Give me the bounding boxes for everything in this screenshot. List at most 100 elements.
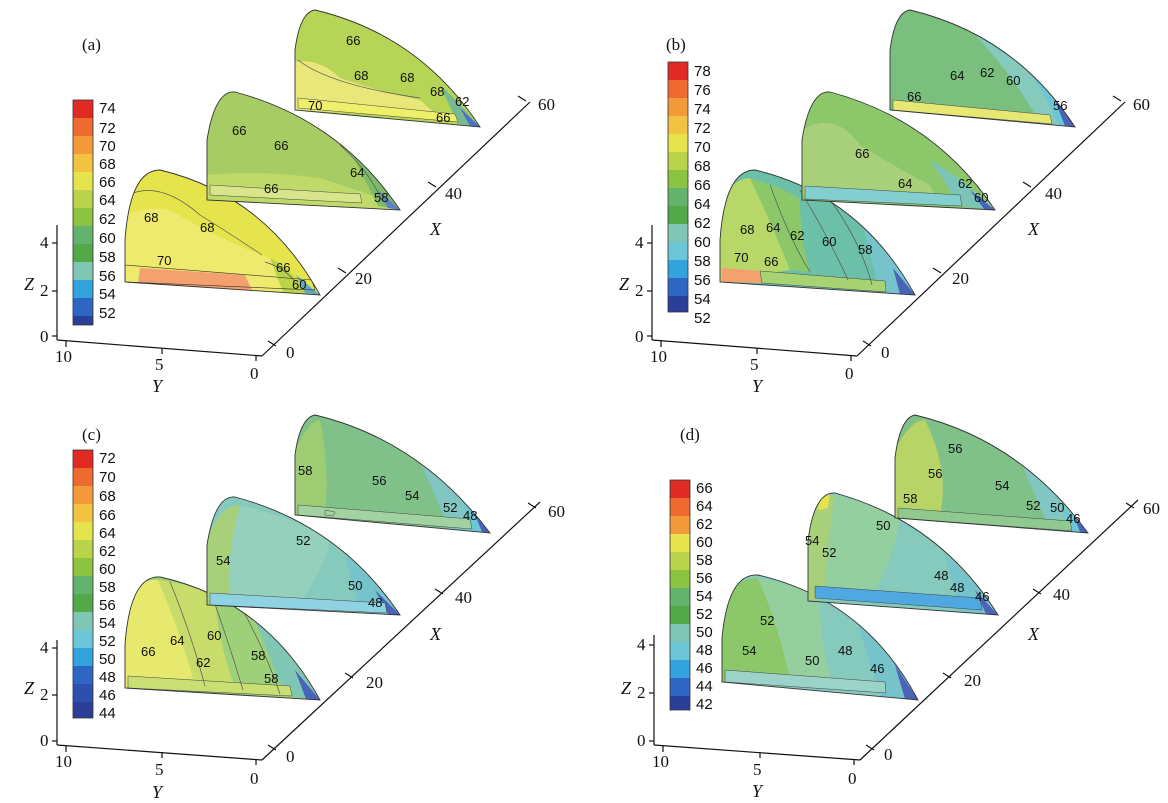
colorbar-a-band xyxy=(73,190,93,208)
colorbar-b-band xyxy=(668,206,688,224)
slice-a-2: 66 68 68 68 70 62 66 xyxy=(294,9,481,128)
y-tick-d: 10 xyxy=(652,752,669,771)
colorbar-a-band xyxy=(73,262,93,280)
colorbar-d-tick: 48 xyxy=(696,642,713,659)
contour-label: 64 xyxy=(898,176,912,191)
colorbar-c-band xyxy=(73,576,93,594)
colorbar-c-tick: 48 xyxy=(99,669,116,686)
contour-label: 62 xyxy=(196,655,210,670)
axes-b xyxy=(647,95,1126,361)
colorbar-d-band xyxy=(670,678,690,696)
colorbar-a-band xyxy=(73,280,93,298)
colorbar-d-tick: 58 xyxy=(696,552,713,569)
y-axis-title-c: Y xyxy=(152,782,164,802)
contour-label: 66 xyxy=(276,260,290,275)
colorbar-b-tick: 62 xyxy=(694,215,711,232)
colorbar-b-band xyxy=(668,116,688,134)
contour-label: 64 xyxy=(170,633,184,648)
colorbar-a-tick: 72 xyxy=(99,120,116,137)
x-tick-a: 20 xyxy=(355,269,372,288)
contour-label: 56 xyxy=(948,441,962,456)
contour-label: 56 xyxy=(928,466,942,481)
contour-label: 66 xyxy=(855,146,869,161)
contour-label: 68 xyxy=(740,222,754,237)
x-axis-title-d: X xyxy=(1027,624,1040,644)
x-tick-c: 40 xyxy=(455,588,472,607)
contour-label: 52 xyxy=(822,545,836,560)
colorbar-b-tick: 72 xyxy=(694,120,711,137)
colorbar-d-tick: 66 xyxy=(696,480,713,497)
colorbar-c-band xyxy=(73,558,93,576)
colorbar-a: 74 72 70 68 66 64 62 60 58 56 54 52 xyxy=(72,99,116,326)
x-tick-c: 60 xyxy=(548,502,565,521)
colorbar-c-tick: 66 xyxy=(99,507,116,524)
colorbar-b-tick: 56 xyxy=(694,272,711,289)
y-tick-c: 0 xyxy=(250,769,259,788)
panel-d: (d) 66 64 62 60 58 56 54 52 50 48 xyxy=(621,414,1160,801)
contour-label: 68 xyxy=(200,220,214,235)
colorbar-c-band xyxy=(73,612,93,630)
colorbar-d-band xyxy=(670,642,690,660)
contour-label: 70 xyxy=(308,98,322,113)
colorbar-b-tick: 66 xyxy=(694,177,711,194)
colorbar-d-tick: 52 xyxy=(696,606,713,623)
contour-label: 60 xyxy=(1006,73,1020,88)
colorbar-b: 78 76 74 72 70 68 66 64 62 60 58 56 54 5… xyxy=(667,61,711,327)
panel-label-a: (a) xyxy=(82,35,101,54)
slice-c-1: 54 52 50 48 xyxy=(206,496,401,616)
colorbar-a-tick: 56 xyxy=(99,268,116,285)
contour-label: 48 xyxy=(934,568,948,583)
colorbar-a-tick: 68 xyxy=(99,156,116,173)
colorbar-a-tick: 70 xyxy=(99,138,116,155)
contour-label: 64 xyxy=(350,165,364,180)
contour-label: 54 xyxy=(405,488,419,503)
y-tick-b: 5 xyxy=(750,355,759,374)
colorbar-c-band xyxy=(73,450,93,468)
slice-c-0: 66 64 60 62 58 58 xyxy=(124,576,321,701)
contour-label: 58 xyxy=(858,242,872,257)
x-tick-a: 40 xyxy=(445,184,462,203)
contour-label: 66 xyxy=(907,89,921,104)
colorbar-a-band xyxy=(73,136,93,154)
y-tick-a: 10 xyxy=(55,347,72,366)
colorbar-a-band xyxy=(73,154,93,172)
colorbar-c-band xyxy=(73,594,93,612)
contour-label: 54 xyxy=(216,553,230,568)
contour-label: 52 xyxy=(296,533,310,548)
colorbar-d-band xyxy=(670,498,690,516)
x-tick-b: 60 xyxy=(1133,95,1150,114)
slice-b-1: 66 64 62 60 xyxy=(801,91,996,211)
colorbar-b-tick: 58 xyxy=(694,253,711,270)
colorbar-a-tick: 52 xyxy=(99,305,116,322)
colorbar-c-tick: 56 xyxy=(99,597,116,614)
contour-label: 50 xyxy=(805,653,819,668)
colorbar-d-tick: 54 xyxy=(696,588,713,605)
panel-label-d: (d) xyxy=(680,425,700,444)
contour-label: 56 xyxy=(1053,98,1067,113)
z-tick-c: 2 xyxy=(40,685,49,704)
x-tick-b: 0 xyxy=(881,343,890,362)
colorbar-b-band xyxy=(668,260,688,278)
z-tick-d: 2 xyxy=(637,683,646,702)
contour-label: 56 xyxy=(372,473,386,488)
z-axis-title-c: Z xyxy=(24,678,35,698)
y-tick-b: 10 xyxy=(650,347,667,366)
colorbar-d-band xyxy=(670,606,690,624)
colorbar-b-tick: 76 xyxy=(694,82,711,99)
colorbar-c-tick: 72 xyxy=(99,450,116,467)
colorbar-c-tick: 60 xyxy=(99,561,116,578)
contour-label: 66 xyxy=(232,123,246,138)
contour-label: 46 xyxy=(1066,511,1080,526)
x-axis-title-c: X xyxy=(429,624,442,644)
colorbar-d-band xyxy=(670,480,690,498)
contour-label: 58 xyxy=(251,648,265,663)
contour-label: 60 xyxy=(207,628,221,643)
colorbar-a-tick: 58 xyxy=(99,249,116,266)
colorbar-d-band xyxy=(670,570,690,588)
y-tick-a: 0 xyxy=(250,364,259,383)
contour-label: 66 xyxy=(436,110,450,125)
panel-c: (c) 72 70 68 66 64 62 60 58 xyxy=(24,414,565,802)
contour-label: 66 xyxy=(264,181,278,196)
colorbar-b-band xyxy=(668,80,688,98)
colorbar-a-band xyxy=(73,118,93,136)
